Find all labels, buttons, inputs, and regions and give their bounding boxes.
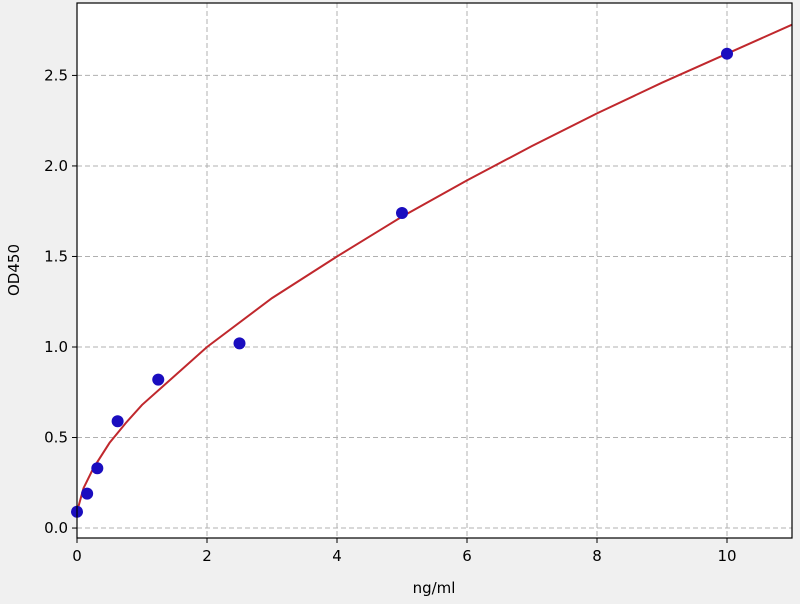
x-tick-label: 10 [717,547,736,565]
y-axis-label: OD450 [5,244,23,296]
y-tick-label: 2.0 [44,157,68,175]
data-point [152,373,165,386]
x-tick-label: 0 [72,547,82,565]
plot-area [77,3,792,538]
x-tick-label: 2 [202,547,212,565]
x-tick-label: 4 [332,547,342,565]
fit-curve [76,23,793,512]
ticks: 0 2 4 6 8 10 0.0 0.5 1.0 1.5 2.0 2.5 [44,66,736,565]
grid [77,3,792,538]
x-tick-label: 8 [592,547,602,565]
y-tick-label: 0.5 [44,429,68,447]
data-point [233,337,246,350]
data-point [91,462,104,475]
data-points [71,47,733,518]
y-tick-label: 1.0 [44,338,68,356]
y-tick-label: 1.5 [44,247,68,265]
data-point [111,415,124,428]
x-axis-label: ng/ml [413,579,456,597]
y-tick-label: 2.5 [44,66,68,84]
data-point [396,207,408,220]
y-tick-label: 0.0 [44,519,68,537]
x-tick-label: 6 [462,547,472,565]
fit-curve-layer [76,23,793,512]
axes-frame [76,2,793,539]
data-point [81,487,94,500]
data-point [721,47,733,60]
